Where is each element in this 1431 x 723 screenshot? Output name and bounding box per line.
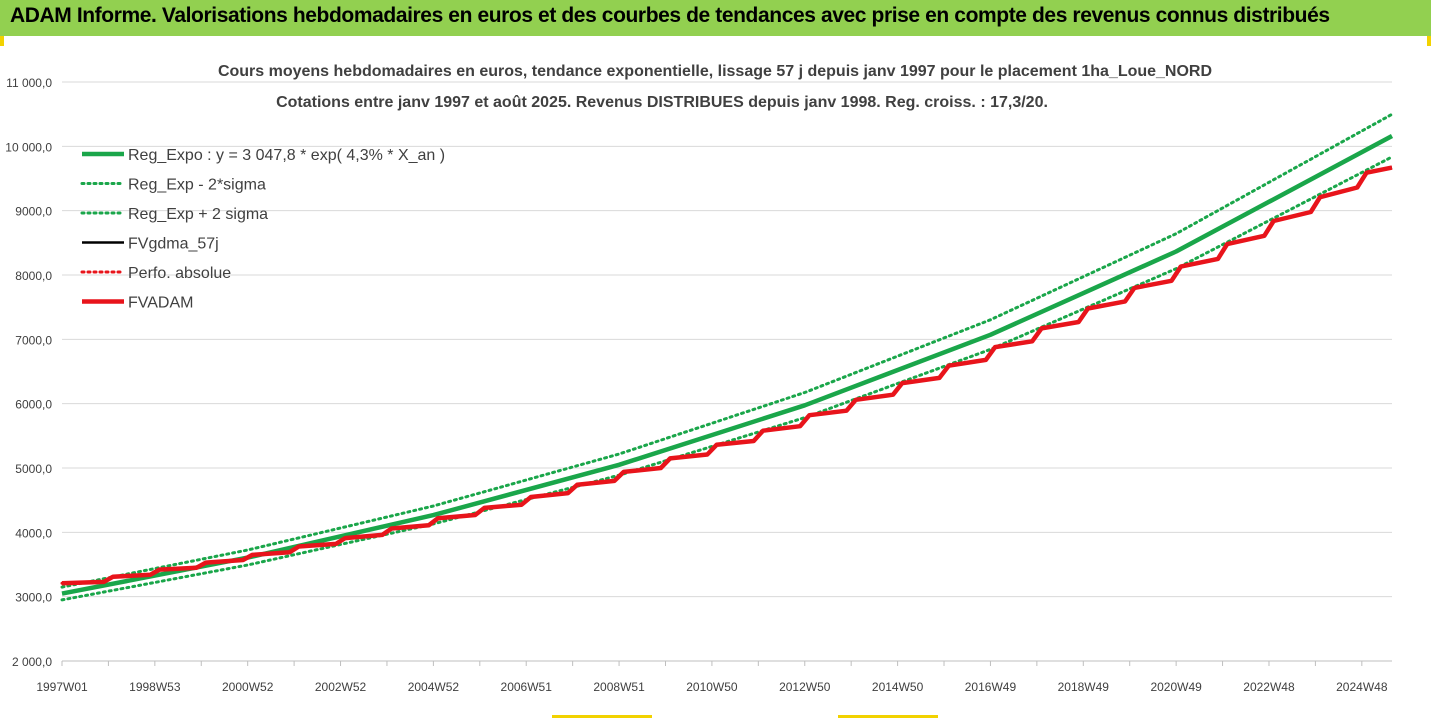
corner-mark-right [1427, 36, 1431, 46]
x-tick-label: 2002W52 [315, 680, 367, 694]
y-tick-label: 5000,0 [15, 462, 52, 476]
corner-mark-bottom-a [552, 715, 652, 718]
legend-item-perfo-label: Perfo. absolue [128, 265, 231, 282]
reg-expo-line [61, 134, 1394, 596]
grid-layer [62, 81, 1392, 662]
x-tick-label: 2008W51 [593, 680, 645, 694]
x-tick-label: 2000W52 [222, 680, 274, 694]
legend-item-reg-exp-plus-label: Reg_Exp + 2 sigma [128, 206, 268, 223]
legend-item-reg-expo-label: Reg_Expo : y = 3 047,8 * exp( 4,3% * X_a… [128, 147, 445, 164]
legend-item-reg-exp-minus-label: Reg_Exp - 2*sigma [128, 177, 266, 194]
y-tick-label: 10 000,0 [5, 140, 52, 154]
corner-mark-bottom-b [838, 715, 938, 718]
reg-exp-minus-2sigma-line [60, 155, 1394, 602]
y-tick-label: 4000,0 [15, 526, 52, 540]
line-chart: Cours moyens hebdomadaires en euros, ten… [5, 63, 1394, 694]
x-tick-label: 1997W01 [36, 680, 88, 694]
y-tick-label: 9000,0 [15, 205, 52, 219]
x-tick-label: 2010W50 [686, 680, 738, 694]
page-title: ADAM Informe. Valorisations hebdomadaire… [10, 4, 1330, 27]
chart-legend: Reg_Expo : y = 3 047,8 * exp( 4,3% * X_a… [80, 147, 445, 312]
y-tick-label: 7000,0 [15, 333, 52, 347]
header-bar: ADAM Informe. Valorisations hebdomadaire… [0, 0, 1431, 36]
x-tick-label: 2004W52 [408, 680, 460, 694]
x-tick-label: 2018W49 [1058, 680, 1110, 694]
perfo-absolue-line [60, 166, 1394, 585]
x-tick-label: 2024W48 [1336, 680, 1388, 694]
x-tick-label: 1998W53 [129, 680, 181, 694]
fvadam-line [61, 165, 1393, 586]
legend-item-fvadam-label: FVADAM [128, 295, 193, 312]
x-tick-label: 2006W51 [501, 680, 553, 694]
chart-subtitle: Cotations entre janv 1997 et août 2025. … [276, 94, 1048, 111]
y-tick-label: 2 000,0 [12, 655, 52, 669]
x-tick-label: 2020W49 [1150, 680, 1202, 694]
reg-exp-plus-2sigma-line [60, 112, 1394, 589]
y-tick-label: 6000,0 [15, 398, 52, 412]
x-tick-label: 2016W49 [965, 680, 1017, 694]
x-tick-label: 2012W50 [779, 680, 831, 694]
corner-mark-left [0, 36, 4, 46]
y-tick-label: 3000,0 [15, 591, 52, 605]
chart-area: Cours moyens hebdomadaires en euros, ten… [0, 36, 1431, 718]
series-layer [60, 112, 1394, 602]
y-tick-label: 8000,0 [15, 269, 52, 283]
x-tick-label: 2014W50 [872, 680, 924, 694]
x-tick-label: 2022W48 [1243, 680, 1295, 694]
y-tick-label: 11 000,0 [6, 76, 52, 90]
chart-title: Cours moyens hebdomadaires en euros, ten… [218, 63, 1212, 80]
legend-item-fvgdma-label: FVgdma_57j [128, 236, 219, 253]
axis-layer: 2 000,0 3000,0 4000,0 5000,0 6000,0 7000,0 800… [5, 76, 1392, 694]
fvgdma-57j-line [61, 166, 1393, 585]
